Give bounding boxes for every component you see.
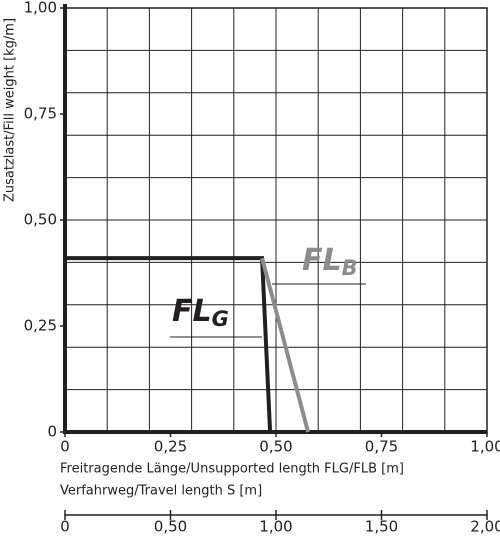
x-tick-label: 1,00 <box>470 438 500 456</box>
x-tick-label: 0,25 <box>154 438 187 456</box>
series-line <box>65 256 273 433</box>
series-label: FLB <box>302 243 358 281</box>
x2-tick-label: 0,50 <box>154 518 187 536</box>
y-tick-label: 0,50 <box>24 211 57 229</box>
y-tick-label: 0 <box>47 423 57 441</box>
series-label: FLG <box>172 294 229 332</box>
x2-tick-label: 2,00 <box>470 518 500 536</box>
y-tick-label: 0,25 <box>24 317 57 335</box>
x-axis-title: Freitragende Länge/Unsupported length FL… <box>60 462 404 477</box>
x-tick-label: 0,50 <box>259 438 292 456</box>
x-tick-label: 0,75 <box>365 438 398 456</box>
x-tick-label: 0 <box>60 438 70 456</box>
x2-tick-label: 1,50 <box>365 518 398 536</box>
series-line <box>260 257 311 433</box>
x2-axis-title: Verfahrweg/Travel length S [m] <box>60 484 262 499</box>
x2-tick-label: 1,00 <box>259 518 292 536</box>
x2-tick-label: 0 <box>60 518 70 536</box>
y-tick-label: 0,75 <box>24 105 57 123</box>
y-tick-label: 1,00 <box>24 0 57 17</box>
y-axis-title: Zusatzlast/Fill weight [kg/m] <box>3 18 18 202</box>
